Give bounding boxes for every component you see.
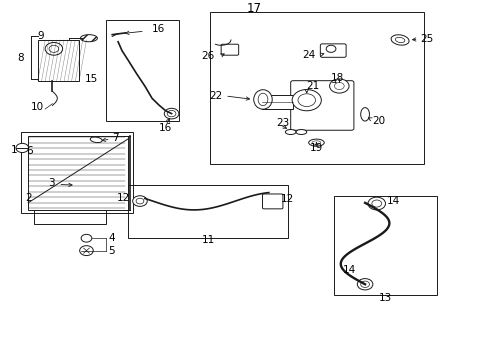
Text: 14: 14 bbox=[343, 265, 356, 275]
Text: 7: 7 bbox=[112, 134, 119, 143]
Text: 16: 16 bbox=[159, 123, 172, 133]
Text: 18: 18 bbox=[330, 73, 344, 83]
Text: 19: 19 bbox=[309, 143, 323, 153]
Bar bbox=[210, 12, 424, 164]
Bar bbox=[334, 196, 436, 295]
Bar bbox=[28, 136, 127, 210]
Circle shape bbox=[76, 199, 81, 202]
Text: 14: 14 bbox=[386, 196, 399, 206]
Circle shape bbox=[80, 246, 93, 256]
Circle shape bbox=[291, 90, 321, 111]
Text: 26: 26 bbox=[201, 51, 214, 61]
Ellipse shape bbox=[390, 35, 408, 45]
Circle shape bbox=[357, 279, 372, 290]
Text: 1: 1 bbox=[10, 145, 17, 155]
Circle shape bbox=[81, 234, 92, 242]
Text: 12: 12 bbox=[280, 194, 293, 204]
Text: 24: 24 bbox=[302, 50, 315, 60]
Bar bbox=[34, 169, 106, 224]
FancyBboxPatch shape bbox=[290, 81, 353, 130]
Text: 3: 3 bbox=[48, 178, 55, 188]
Text: 17: 17 bbox=[246, 2, 261, 15]
Text: 10: 10 bbox=[31, 102, 44, 112]
Text: 12: 12 bbox=[117, 193, 130, 203]
Text: 13: 13 bbox=[378, 293, 391, 303]
Bar bbox=[106, 21, 179, 121]
Ellipse shape bbox=[295, 130, 306, 135]
Circle shape bbox=[64, 201, 69, 204]
FancyBboxPatch shape bbox=[262, 194, 283, 209]
Circle shape bbox=[164, 108, 179, 119]
Ellipse shape bbox=[308, 139, 324, 146]
Ellipse shape bbox=[285, 130, 295, 135]
Bar bbox=[21, 132, 132, 213]
Circle shape bbox=[69, 180, 84, 190]
Text: 4: 4 bbox=[108, 233, 115, 243]
FancyBboxPatch shape bbox=[221, 44, 238, 55]
Text: 2: 2 bbox=[25, 193, 32, 203]
Circle shape bbox=[71, 198, 76, 202]
Text: 22: 22 bbox=[209, 91, 222, 101]
Bar bbox=[38, 40, 79, 81]
Text: 23: 23 bbox=[276, 118, 289, 128]
Text: 5: 5 bbox=[108, 246, 115, 256]
Circle shape bbox=[367, 197, 385, 210]
Circle shape bbox=[45, 42, 62, 55]
Circle shape bbox=[71, 204, 76, 208]
Ellipse shape bbox=[253, 90, 272, 109]
Ellipse shape bbox=[360, 108, 369, 121]
Text: 16: 16 bbox=[152, 24, 165, 33]
Ellipse shape bbox=[90, 137, 102, 143]
Text: 25: 25 bbox=[420, 34, 433, 44]
Circle shape bbox=[16, 143, 29, 153]
Text: 15: 15 bbox=[85, 74, 98, 84]
Text: 8: 8 bbox=[18, 53, 24, 63]
Text: 20: 20 bbox=[371, 116, 384, 126]
Text: 9: 9 bbox=[38, 31, 44, 41]
FancyBboxPatch shape bbox=[320, 44, 346, 57]
Text: 21: 21 bbox=[306, 81, 319, 91]
Circle shape bbox=[78, 201, 82, 204]
Ellipse shape bbox=[80, 35, 97, 42]
Circle shape bbox=[66, 198, 80, 208]
Circle shape bbox=[66, 199, 71, 202]
Bar bbox=[261, 95, 292, 109]
Text: 6: 6 bbox=[27, 147, 33, 157]
Circle shape bbox=[76, 203, 81, 207]
Circle shape bbox=[329, 79, 348, 93]
Circle shape bbox=[132, 196, 147, 206]
Circle shape bbox=[325, 45, 335, 52]
Text: 11: 11 bbox=[201, 235, 214, 245]
Circle shape bbox=[66, 203, 71, 207]
Bar bbox=[127, 185, 287, 238]
